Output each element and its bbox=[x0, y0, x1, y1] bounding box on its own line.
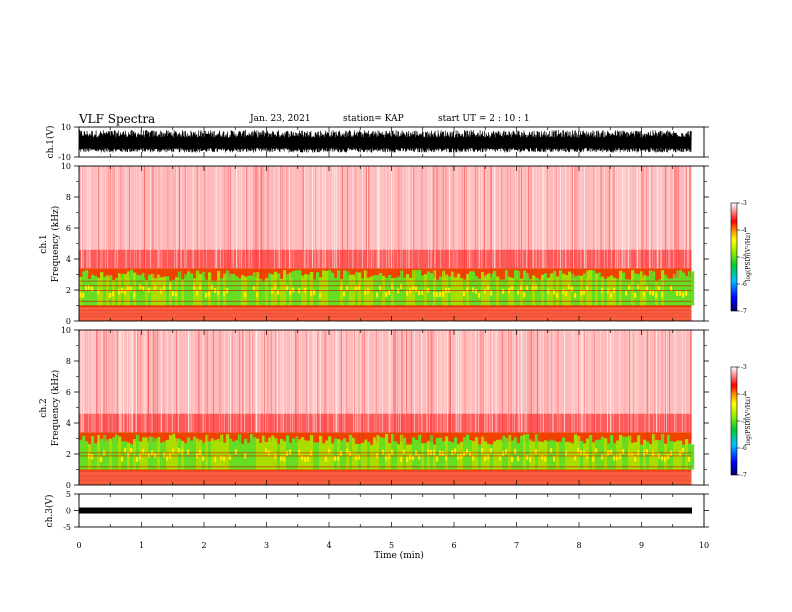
xtick-label: 8 bbox=[576, 541, 581, 550]
chart-title: VLF Spectra bbox=[79, 112, 156, 126]
ch1-waveform-panel bbox=[78, 129, 692, 153]
colorbar-tick-label: -7 bbox=[741, 308, 747, 315]
ytick-label: 6 bbox=[66, 388, 71, 397]
x-axis-label: Time (min) bbox=[374, 550, 424, 561]
ytick-label: 4 bbox=[66, 255, 71, 264]
ytick-label: 4 bbox=[66, 419, 71, 428]
ch1-waveform-trace bbox=[78, 129, 692, 153]
xtick-label: 5 bbox=[389, 541, 394, 550]
start-time-label: start UT = 2 : 10 : 1 bbox=[438, 114, 530, 124]
xtick-label: 10 bbox=[699, 541, 709, 550]
ch2-spectrogram-ylabel-frequency: Frequency (kHz) bbox=[50, 370, 61, 447]
colorbar-tick-label: -4 bbox=[741, 227, 747, 234]
xtick-label: 3 bbox=[264, 541, 269, 550]
colorbar-tick-label: -4 bbox=[741, 391, 747, 398]
ytick-label: 8 bbox=[66, 357, 71, 366]
ch2-spectrogram bbox=[79, 330, 704, 485]
ytick-label: 8 bbox=[66, 193, 71, 202]
axis-labels: ch.1(V) ch.1 Frequency (kHz) ch.2 Freque… bbox=[39, 126, 752, 561]
station-label: station= KAP bbox=[343, 114, 404, 124]
colorbar-tick-label: -5 bbox=[741, 254, 747, 261]
date-label: Jan. 23, 2021 bbox=[250, 114, 311, 124]
ytick-label: 0 bbox=[66, 317, 71, 326]
ytick-label: 10 bbox=[61, 162, 71, 171]
ch1-spectrogram-ylabel-channel: ch.1 bbox=[39, 234, 49, 253]
ch2-colorbar-scale bbox=[730, 366, 738, 476]
ytick-label: 6 bbox=[66, 224, 71, 233]
colorbar-tick-label: -7 bbox=[741, 472, 747, 479]
colorbar-tick-label: -3 bbox=[741, 200, 747, 207]
xtick-label: 7 bbox=[514, 541, 519, 550]
ch1-colorbar bbox=[730, 202, 738, 312]
ytick-label: 0 bbox=[66, 507, 71, 516]
xtick-label: 0 bbox=[76, 541, 81, 550]
ch3-waveform-panel bbox=[79, 507, 692, 514]
colorbar-ticks: -3 -4 -5 -6 -7 -3 -4 -5 -6 -7 bbox=[737, 200, 747, 479]
colorbar-tick-label: -5 bbox=[741, 418, 747, 425]
xtick-label: 4 bbox=[326, 541, 331, 550]
ch1-spectrogram bbox=[79, 166, 704, 321]
ytick-label: 10 bbox=[61, 326, 71, 335]
ch2-spectrogram-ylabel-channel: ch.2 bbox=[39, 398, 49, 417]
ch3-waveform-trace bbox=[79, 507, 692, 514]
xtick-label: 9 bbox=[639, 541, 644, 550]
ch1-colorbar-scale bbox=[730, 202, 738, 312]
ytick-label: -10 bbox=[58, 153, 71, 162]
colorbar-tick-label: -6 bbox=[741, 281, 747, 288]
ch2-colorbar-label: log(PSD)(V²/Hz) bbox=[745, 397, 752, 446]
ch1-spectrogram-ylabel-frequency: Frequency (kHz) bbox=[50, 206, 61, 283]
ytick-label: 2 bbox=[66, 286, 71, 295]
ch2-colorbar bbox=[730, 366, 738, 476]
ch3-waveform-ylabel: ch.3(V) bbox=[44, 495, 55, 528]
ytick-label: 0 bbox=[66, 481, 71, 490]
ch1-colorbar-label: log(PSD)(V²/Hz) bbox=[745, 233, 752, 282]
ytick-label: 10 bbox=[61, 123, 71, 132]
colorbar-tick-label: -6 bbox=[741, 445, 747, 452]
xtick-label: 6 bbox=[451, 541, 456, 550]
ytick-label: 5 bbox=[66, 490, 71, 499]
ytick-label: -5 bbox=[63, 523, 71, 532]
ytick-label: 2 bbox=[66, 450, 71, 459]
colorbar-tick-label: -3 bbox=[741, 364, 747, 371]
ch1-waveform-ylabel: ch.1(V) bbox=[45, 126, 56, 159]
xtick-label: 2 bbox=[201, 541, 206, 550]
xtick-label: 1 bbox=[139, 541, 144, 550]
